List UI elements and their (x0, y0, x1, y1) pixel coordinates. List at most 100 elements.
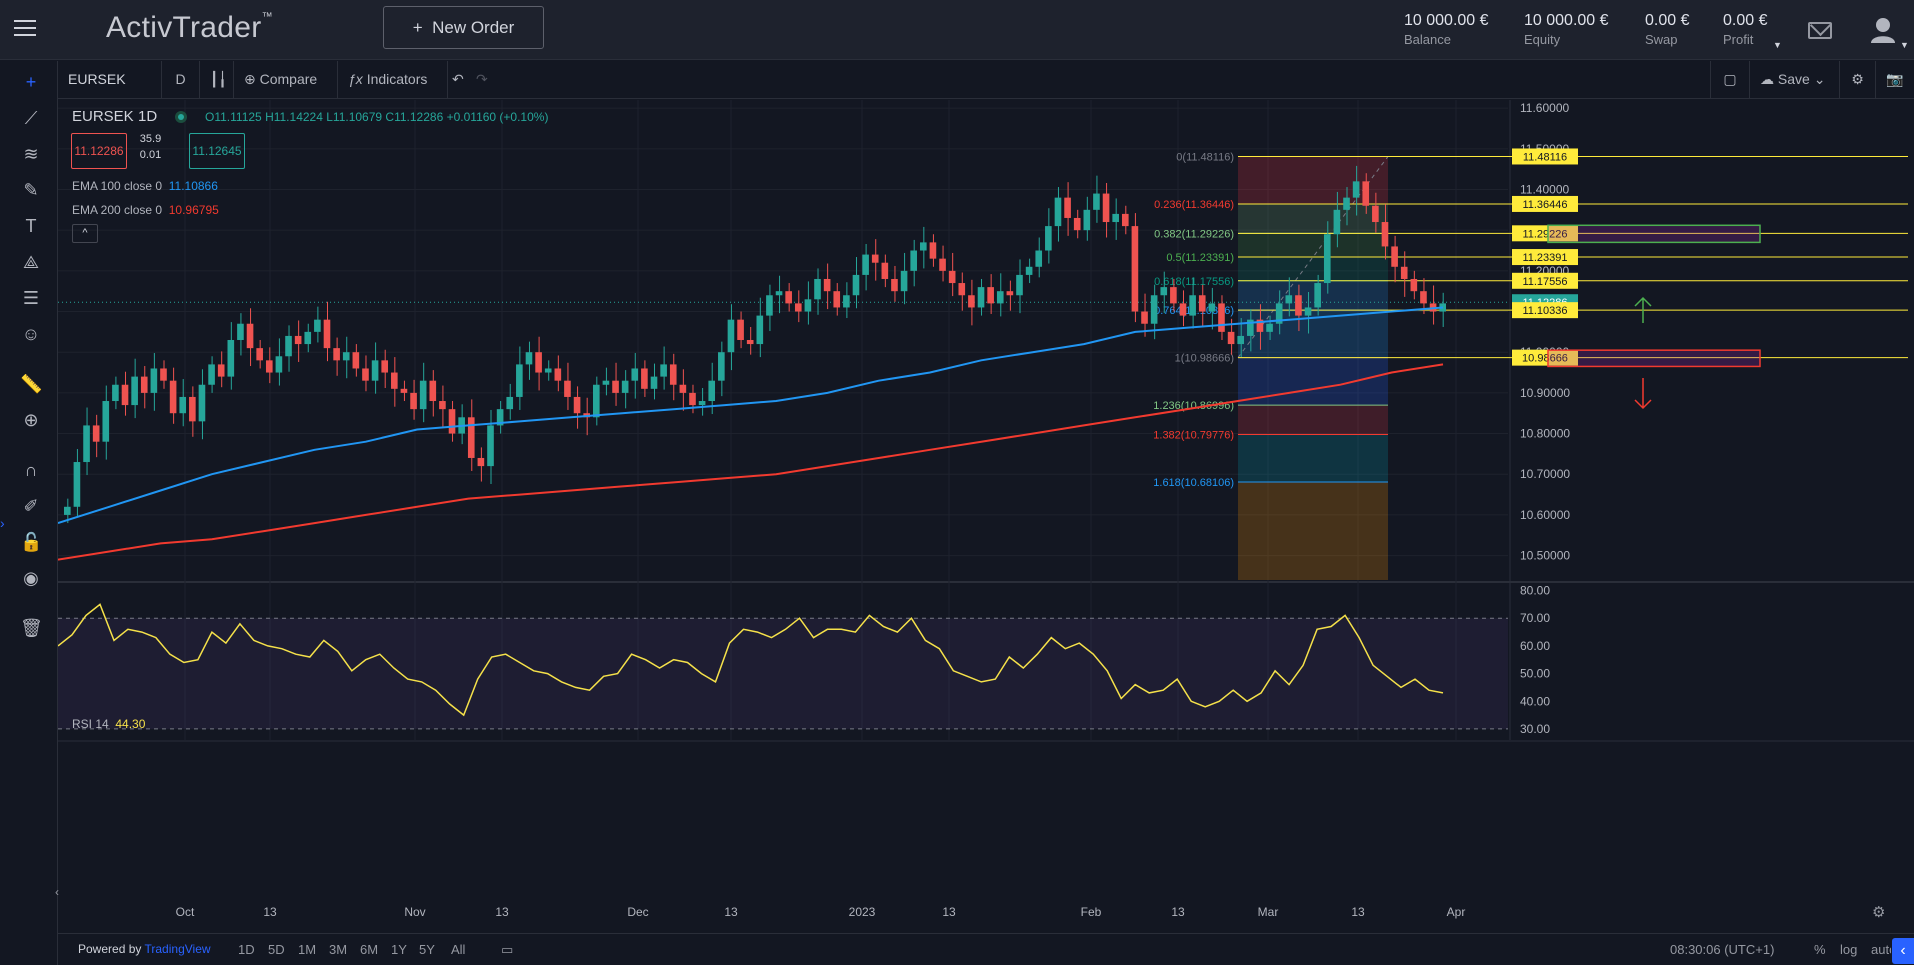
brush-icon[interactable]: ✎ (23, 180, 39, 200)
candle-body (477, 457, 485, 467)
candle-body (1333, 209, 1341, 235)
prediction-icon[interactable]: ☰ (22, 288, 40, 308)
candle-body (496, 409, 504, 426)
fib-zone (1238, 233, 1388, 258)
candle-body (265, 360, 273, 373)
clock-display[interactable]: 08:30:06 (UTC+1) (1670, 942, 1775, 957)
interval-selector[interactable]: D (162, 61, 200, 98)
candle-body (698, 401, 706, 406)
lock-icon[interactable]: 🔓 (20, 532, 43, 552)
time-tick-label: 13 (942, 905, 956, 919)
candle-body (1266, 323, 1273, 332)
ema200-line (58, 363, 1444, 561)
side-panel-toggle-icon[interactable]: ‹ (1892, 938, 1914, 964)
date-range-icon[interactable]: ▭ (501, 942, 514, 957)
collapse-legend-icon[interactable]: ^ (72, 224, 98, 243)
user-avatar-icon[interactable] (1870, 16, 1896, 44)
candle-body (333, 348, 340, 361)
legend-interval: 1D (138, 108, 158, 125)
rsi-tick-label: 70.00 (1520, 611, 1550, 625)
indicators-button[interactable]: ƒx Indicators (338, 61, 448, 98)
candle-body (140, 376, 148, 393)
text-icon[interactable]: T (25, 216, 37, 236)
candle-body (275, 356, 283, 373)
axis-settings-icon[interactable]: ⚙ (1872, 904, 1886, 921)
candle-body (1093, 193, 1100, 210)
magnet-icon[interactable]: ∩ (24, 460, 38, 480)
candle-body (506, 396, 514, 410)
camera-icon[interactable]: 📷 (1886, 71, 1904, 87)
range-6m[interactable]: 6M (360, 942, 379, 957)
trend-line-icon[interactable]: ⟋ (24, 108, 38, 128)
compare-button[interactable]: ⊕ Compare (234, 61, 338, 98)
auto-toggle[interactable]: auto (1871, 942, 1891, 957)
candle-body (102, 401, 110, 442)
candle-body (1275, 303, 1283, 324)
mail-icon[interactable] (1808, 22, 1832, 39)
range-5y[interactable]: 5Y (419, 942, 435, 957)
collapse-left-icon[interactable]: ‹ (55, 885, 59, 899)
undo-icon[interactable]: ↶ (452, 71, 464, 87)
new-order-button[interactable]: + New Order (383, 6, 544, 49)
price-marker-bg (1512, 148, 1578, 165)
buy-button[interactable]: 11.12645 (189, 133, 245, 169)
price-marker-label: 11.23391 (1522, 252, 1567, 264)
fib-level-label: 0.5(11.23391) (1166, 252, 1234, 264)
candle-body (1372, 205, 1379, 223)
candle-body (1160, 287, 1168, 296)
tradingview-link[interactable]: TradingView (144, 942, 211, 956)
menu-icon[interactable] (14, 20, 36, 38)
expand-panel-icon[interactable]: › (0, 515, 5, 531)
fullscreen-icon[interactable]: ▢ (1710, 61, 1750, 98)
fib-level-label: 0.382(11.29226) (1154, 228, 1234, 240)
candle-body (833, 291, 841, 308)
zoom-in-icon[interactable]: ⊕ (23, 410, 39, 430)
candle-body (987, 287, 994, 304)
candle-body (718, 352, 725, 381)
candle-body (179, 396, 187, 414)
percent-toggle[interactable]: % (1814, 942, 1826, 957)
chart-canvas[interactable]: 11.6000011.5000011.4000011.3000011.20000… (58, 100, 1914, 933)
ruler-icon[interactable]: 📏 (20, 374, 43, 394)
candles-icon[interactable]: ┃╽ (200, 61, 234, 98)
chart-area[interactable]: 11.6000011.5000011.4000011.3000011.20000… (55, 100, 1914, 965)
user-dropdown-icon[interactable]: ▼ (1900, 40, 1909, 50)
rsi-legend[interactable]: RSI 14 44.30 (72, 717, 146, 731)
candle-body (150, 368, 158, 393)
candle-body (823, 278, 831, 292)
range-all[interactable]: All (451, 942, 466, 957)
candle-body (294, 335, 302, 345)
candle-body (1170, 287, 1177, 304)
lock-drawing-icon[interactable]: ✐ (23, 496, 39, 516)
profit-display[interactable]: 0.00 € Profit (1723, 12, 1768, 47)
fib-tools-icon[interactable]: ≋ (23, 144, 39, 164)
pattern-icon[interactable]: ⟁ (22, 252, 40, 272)
symbol-search[interactable]: EURSEK (58, 61, 162, 98)
trash-icon[interactable]: 🗑 (20, 618, 43, 638)
candle-body (650, 376, 658, 389)
time-tick-label: Mar (1258, 905, 1279, 919)
candle-body (910, 250, 918, 271)
range-1m[interactable]: 1M (298, 942, 317, 957)
log-toggle[interactable]: log (1840, 942, 1858, 957)
sell-button[interactable]: 11.12286 (71, 133, 127, 169)
settings-icon[interactable]: ⚙ (1840, 61, 1876, 98)
profit-dropdown-icon[interactable]: ▼ (1773, 40, 1782, 50)
candle-body (227, 340, 235, 377)
candle-body (785, 291, 792, 304)
range-3m[interactable]: 3M (329, 942, 348, 957)
ema200-legend[interactable]: EMA 200 close 0 10.96795 (72, 203, 219, 217)
redo-icon[interactable]: ↷ (476, 71, 488, 87)
eye-icon[interactable]: ◉ (23, 568, 39, 588)
crosshair-icon[interactable]: + (25, 72, 37, 92)
save-button[interactable]: ☁ Save ⌄ (1750, 61, 1840, 98)
range-1d[interactable]: 1D (238, 942, 255, 957)
range-1y[interactable]: 1Y (391, 942, 407, 957)
emoji-icon[interactable]: ☺ (21, 324, 41, 344)
candle-body (737, 319, 744, 340)
range-5d[interactable]: 5D (268, 942, 285, 957)
ema100-legend[interactable]: EMA 100 close 0 11.10866 (72, 179, 218, 193)
fib-zone (1238, 481, 1388, 580)
candle-body (237, 323, 244, 340)
rsi-tick-label: 80.00 (1520, 584, 1550, 598)
